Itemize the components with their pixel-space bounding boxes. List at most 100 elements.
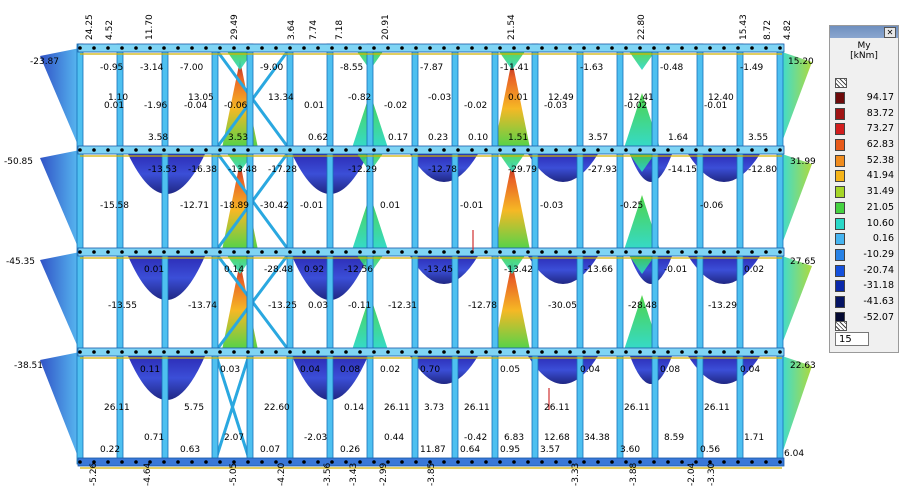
value-label: 0.04 (300, 365, 320, 375)
value-label: 12.41 (628, 93, 654, 103)
value-label: 26.11 (464, 403, 490, 413)
legend-row: -20.74 (830, 263, 898, 279)
value-label: 26.11 (384, 403, 410, 413)
moment-triangle (494, 162, 530, 250)
value-label: 3.55 (748, 133, 768, 143)
node (106, 46, 110, 50)
model-viewport[interactable]: -23.87 15.20 -50.85 31.99 -45.35 27.65 -38.51 2… (0, 0, 822, 488)
node (218, 148, 222, 152)
node (386, 46, 390, 50)
node (596, 250, 600, 254)
node (120, 350, 124, 354)
value-label: -0.02 (464, 101, 487, 111)
legend-row: 0.16 (830, 231, 898, 247)
value-label: -3.88 (629, 462, 639, 486)
node (652, 460, 656, 464)
value-label: 24.25 (85, 14, 95, 40)
node (204, 148, 208, 152)
node (610, 250, 614, 254)
node (92, 460, 96, 464)
legend-value: 31.49 (866, 186, 894, 198)
legend-value: -31.18 (863, 280, 894, 292)
node (750, 46, 754, 50)
node (456, 250, 460, 254)
moment-triangle (628, 254, 656, 274)
node (708, 148, 712, 152)
node (344, 460, 348, 464)
node (498, 148, 502, 152)
node (470, 46, 474, 50)
value-label: -50.85 (4, 157, 33, 167)
node (386, 148, 390, 152)
value-label: -3.56 (323, 462, 333, 486)
value-label: 1.64 (668, 133, 688, 143)
node (386, 250, 390, 254)
value-label: -13.29 (708, 301, 737, 311)
node (120, 46, 124, 50)
node (78, 350, 82, 354)
node (456, 350, 460, 354)
value-label: 34.38 (584, 433, 610, 443)
node (232, 46, 236, 50)
close-icon[interactable]: ✕ (884, 27, 896, 38)
value-label: -15.58 (100, 201, 129, 211)
node (218, 46, 222, 50)
node (148, 460, 152, 464)
moment-triangle (498, 254, 526, 274)
node (232, 148, 236, 152)
value-label: 0.03 (308, 301, 328, 311)
value-label: 1.71 (744, 433, 764, 443)
node (638, 46, 642, 50)
value-label: 0.01 (380, 201, 400, 211)
node (232, 460, 236, 464)
value-label: -12.29 (348, 165, 377, 175)
value-label: 0.01 (104, 101, 124, 111)
node (218, 460, 222, 464)
legend-value: 73.27 (866, 123, 894, 135)
node (218, 250, 222, 254)
legend-swatch (835, 186, 845, 199)
legend-value: 21.05 (866, 201, 894, 213)
value-label: -28.48 (264, 265, 293, 275)
legend-swatch (835, 264, 845, 277)
legend-swatch (835, 92, 845, 104)
node (316, 350, 320, 354)
value-label: -14.15 (668, 165, 697, 175)
legend-row: 73.27 (830, 121, 898, 137)
node (680, 350, 684, 354)
value-label: -2.99 (379, 462, 389, 486)
legend-swatch (835, 139, 845, 152)
node (554, 148, 558, 152)
value-label: 26.11 (704, 403, 730, 413)
node (456, 148, 460, 152)
node (554, 46, 558, 50)
value-label: -3.33 (571, 463, 581, 486)
node (470, 350, 474, 354)
node (708, 460, 712, 464)
legend-titlebar[interactable]: ✕ (830, 26, 898, 38)
node (750, 250, 754, 254)
node (120, 250, 124, 254)
legend-panel[interactable]: ✕ My [kNm] 94.17 83.72 73.27 62.83 52.38 41.9… (829, 25, 899, 353)
node (554, 460, 558, 464)
legend-value: 52.38 (866, 154, 894, 166)
node (582, 460, 586, 464)
value-label: 0.10 (468, 133, 488, 143)
moment-diagram (410, 256, 478, 284)
node (162, 46, 166, 50)
node (120, 148, 124, 152)
node (162, 250, 166, 254)
legend-quantity: My (857, 41, 871, 51)
node (526, 460, 530, 464)
value-label: 29.49 (230, 14, 240, 40)
value-label: -27.93 (588, 165, 617, 175)
node (470, 148, 474, 152)
value-label: -5.05 (229, 463, 239, 486)
value-label: -29.79 (508, 165, 537, 175)
legend-value: -41.63 (863, 295, 894, 307)
node (722, 250, 726, 254)
node (302, 148, 306, 152)
node (666, 250, 670, 254)
legend-steps-input[interactable]: 15 (835, 332, 869, 346)
node (92, 250, 96, 254)
